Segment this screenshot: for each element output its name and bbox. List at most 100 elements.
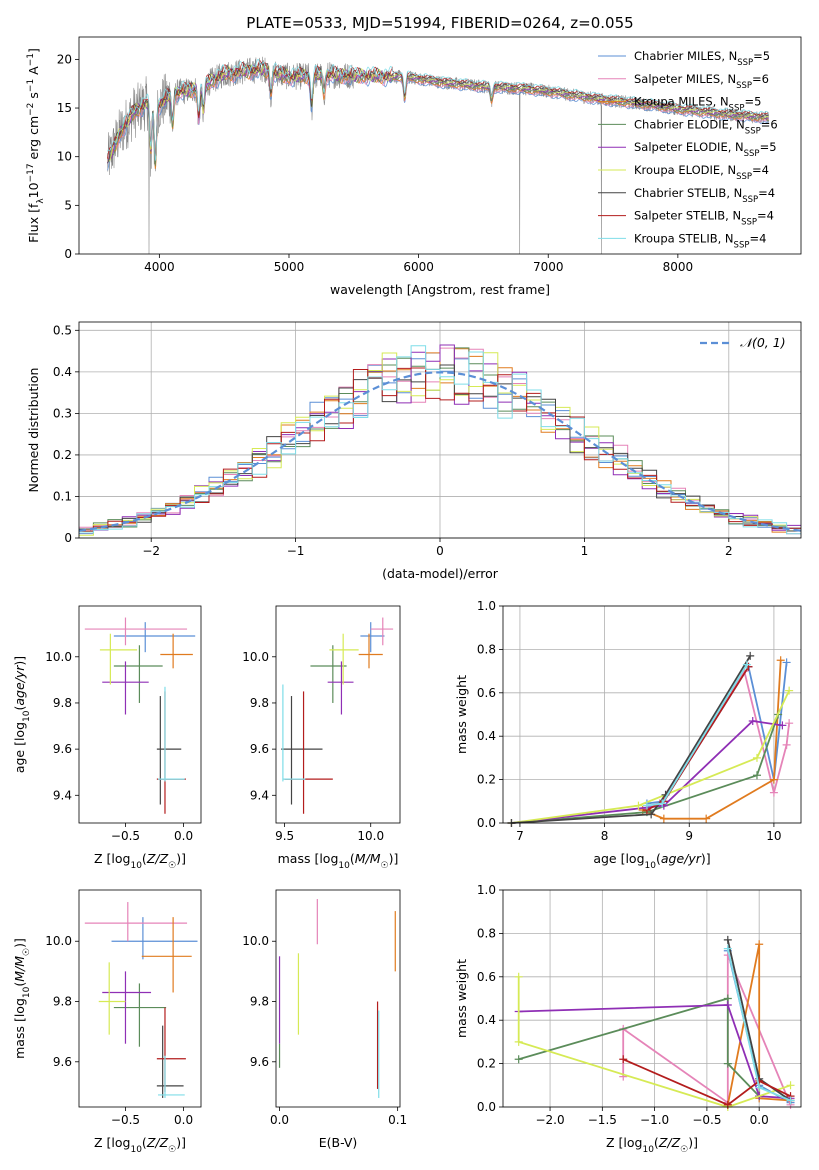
weight-marker-kroupa_miles bbox=[702, 814, 711, 823]
y-tick-label: 0.1 bbox=[53, 489, 72, 503]
y-tick-label: 0.4 bbox=[477, 729, 496, 743]
gaussian-curve bbox=[78, 371, 802, 532]
y-tick-label: 0.5 bbox=[53, 323, 72, 337]
x-tick-label: 10.0 bbox=[357, 829, 384, 843]
x-tick-label: 8000 bbox=[663, 260, 694, 274]
y-tick-label: 10.0 bbox=[242, 650, 269, 664]
legend-label-gaussian: 𝒩(0, 1) bbox=[740, 335, 786, 350]
label-part: 10 bbox=[642, 1145, 654, 1155]
label-part: ( bbox=[142, 851, 147, 866]
label-part: )] bbox=[688, 1135, 698, 1150]
legend-label-chabrier_miles: Chabrier MILES, NSSP=5 bbox=[634, 49, 770, 68]
label-part: ( bbox=[656, 851, 661, 866]
weight-marker-chabrier_stelib bbox=[723, 935, 732, 944]
legend-suffix: =5 bbox=[760, 140, 777, 154]
legend-text: Chabrier MILES, N bbox=[634, 49, 737, 63]
label-part: )] bbox=[12, 938, 27, 948]
axes-frame bbox=[78, 889, 202, 1108]
x-axis-label: mass [log10(M/M☉)] bbox=[278, 851, 399, 871]
legend-sub: SSP bbox=[729, 104, 745, 114]
legend-suffix: =4 bbox=[752, 163, 769, 177]
label-part: Z [log bbox=[94, 851, 130, 866]
weight-marker-kroupa_stelib bbox=[658, 799, 667, 808]
weight-marker-kroupa_stelib bbox=[786, 1096, 795, 1105]
x-tick-label: 4000 bbox=[144, 260, 175, 274]
x-tick-label: −0.5 bbox=[692, 1113, 721, 1127]
weight-marker-kroupa_miles bbox=[659, 814, 668, 823]
x-tick-label: 0.0 bbox=[750, 1113, 769, 1127]
label-part: ( bbox=[142, 1135, 147, 1150]
weight-marker-chabrier_elodie bbox=[723, 1059, 732, 1068]
panel-weight_vs_z: −2.0 −1.5 −1.0 −0.5 0.0 0.0 0.2 0.4 0.6 0.8 1.0 Z [… bbox=[454, 883, 802, 1155]
y-tick-label: 20 bbox=[57, 52, 72, 66]
y-tick-label: 0 bbox=[64, 531, 72, 545]
legend-suffix: =5 bbox=[744, 95, 761, 109]
label-part: 10 bbox=[130, 861, 142, 871]
weight-marker-kroupa_elodie bbox=[634, 801, 643, 810]
y-tick-label: 0.8 bbox=[477, 926, 496, 940]
legend-label-salpeter_miles: Salpeter MILES, NSSP=6 bbox=[634, 72, 769, 91]
label-part: erg cm bbox=[26, 116, 41, 164]
x-tick-label: −0.5 bbox=[111, 1113, 140, 1127]
legend-sub: SSP bbox=[741, 218, 757, 228]
weight-line-chabrier_elodie bbox=[511, 714, 779, 824]
legend-suffix: =6 bbox=[752, 72, 769, 86]
axes-frame bbox=[502, 605, 802, 824]
legend-label-salpeter_stelib: Salpeter STELIB, NSSP=4 bbox=[634, 209, 774, 228]
legend-text: Salpeter MILES, N bbox=[634, 72, 736, 86]
label-part: ] bbox=[26, 48, 41, 53]
y-axis-label: mass [log10(M/M☉)] bbox=[12, 938, 32, 1059]
legend-sub: SSP bbox=[736, 81, 752, 91]
histogram-chabrier_stelib bbox=[79, 364, 801, 532]
legend-text: Chabrier ELODIE, N bbox=[634, 117, 745, 131]
weight-marker-salpeter_elodie bbox=[748, 717, 757, 726]
y-tick-label: 1.0 bbox=[477, 883, 496, 897]
x-tick-label: 0 bbox=[436, 544, 444, 558]
y-axis-label: Normed distribution bbox=[26, 368, 41, 493]
y-tick-label: 0.4 bbox=[53, 365, 72, 379]
label-part: ☉ bbox=[168, 861, 176, 871]
y-tick-label: 0.2 bbox=[53, 448, 72, 462]
legend-label-salpeter_elodie: Salpeter ELODIE, NSSP=5 bbox=[634, 140, 777, 159]
x-tick-label: 0.0 bbox=[174, 829, 193, 843]
y-tick-label: 0.0 bbox=[477, 1100, 496, 1114]
weight-line-chabrier_miles bbox=[646, 662, 788, 805]
x-tick-label: 0.0 bbox=[174, 1113, 193, 1127]
weight-line-salpeter_stelib bbox=[622, 1058, 791, 1106]
weight-marker-salpeter_miles bbox=[769, 788, 778, 797]
y-tick-label: 0.4 bbox=[477, 1013, 496, 1027]
y-tick-label: 9.6 bbox=[53, 742, 72, 756]
y-axis-label: mass weight bbox=[454, 959, 469, 1038]
y-tick-label: 9.6 bbox=[250, 742, 269, 756]
legend-label-chabrier_elodie: Chabrier ELODIE, NSSP=6 bbox=[634, 117, 778, 136]
label-part: λ bbox=[36, 198, 46, 204]
weight-marker-kroupa_miles bbox=[776, 656, 785, 665]
x-tick-label: 9.5 bbox=[275, 829, 294, 843]
y-tick-label: 9.8 bbox=[53, 696, 72, 710]
label-part: age [log bbox=[593, 851, 644, 866]
histogram-chabrier_elodie bbox=[79, 347, 801, 532]
label-part: age/yr bbox=[661, 851, 702, 866]
y-axis-label: Flux [fλ10−17 erg cm−2 s−1 A−1] bbox=[26, 48, 46, 243]
axes-frame bbox=[78, 321, 802, 539]
legend-label-kroupa_miles: Kroupa MILES, NSSP=5 bbox=[634, 95, 761, 114]
x-axis-label: Z [log10(Z/Z☉)] bbox=[94, 1135, 186, 1155]
weight-marker-chabrier_elodie bbox=[514, 1055, 523, 1064]
weight-line-salpeter_elodie bbox=[518, 1004, 791, 1100]
y-tick-label: 1.0 bbox=[477, 599, 496, 613]
label-part: 10 bbox=[130, 1145, 142, 1155]
histogram-salpeter_stelib bbox=[79, 367, 801, 532]
legend-text: Kroupa ELODIE, N bbox=[634, 163, 736, 177]
label-part: mass [log bbox=[278, 851, 339, 866]
x-tick-label: 10 bbox=[766, 829, 781, 843]
y-tick-label: 0.2 bbox=[477, 1057, 496, 1071]
x-axis-label: Z [log10(Z/Z☉)] bbox=[606, 1135, 698, 1155]
y-tick-label: 9.4 bbox=[250, 788, 269, 802]
label-part: M/M bbox=[355, 851, 381, 866]
x-tick-label: −2.0 bbox=[535, 1113, 564, 1127]
label-part: Z [log bbox=[606, 1135, 642, 1150]
weight-line-chabrier_elodie bbox=[518, 997, 760, 1097]
y-axis-label: mass weight bbox=[454, 675, 469, 754]
weight-marker-chabrier_stelib bbox=[647, 810, 656, 819]
y-tick-label: 10 bbox=[57, 150, 72, 164]
